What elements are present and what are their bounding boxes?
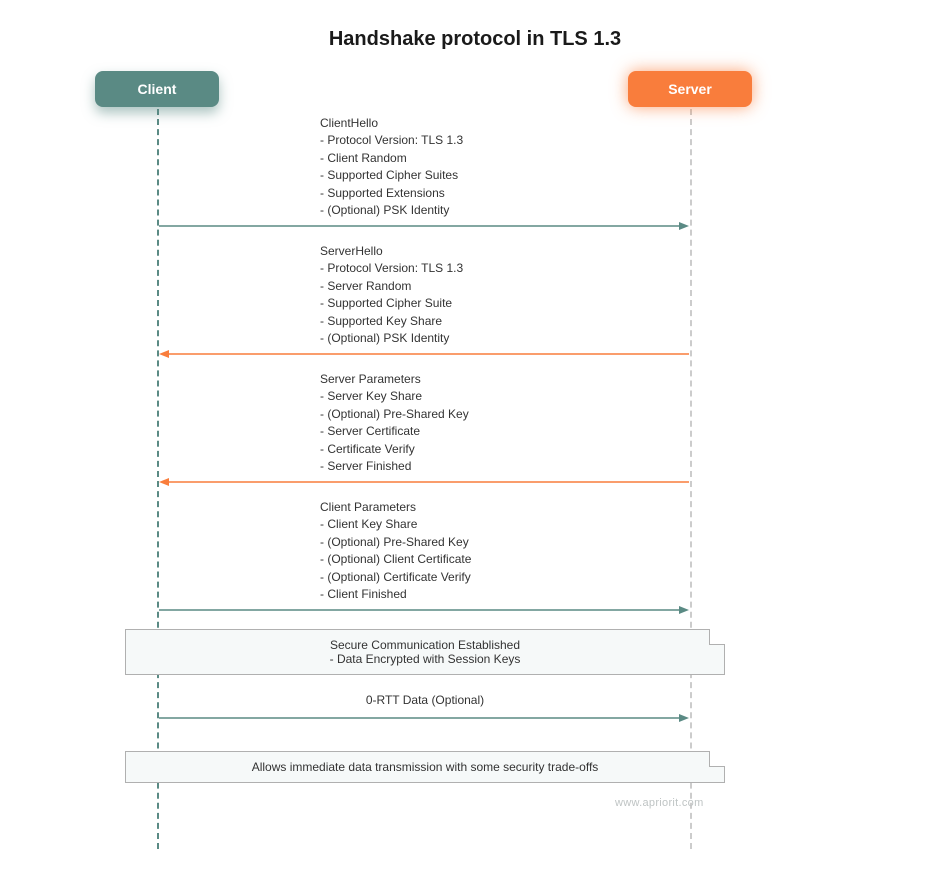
message-item: - Server Random (320, 278, 640, 295)
message-title: ServerHello (320, 243, 640, 260)
note-fold-icon (709, 629, 725, 645)
message-title: ClientHello (320, 115, 640, 132)
message-item: - Protocol Version: TLS 1.3 (320, 260, 640, 277)
actor-client-label: Client (138, 81, 177, 97)
diagram-title: Handshake protocol in TLS 1.3 (0, 28, 950, 51)
message-item: - (Optional) Pre-Shared Key (320, 406, 640, 423)
message-item: - Client Key Share (320, 516, 640, 533)
lifeline-server (690, 109, 692, 849)
message-item: - Server Key Share (320, 388, 640, 405)
note-title: Allows immediate data transmission with … (138, 760, 712, 774)
watermark: www.apriorit.com (615, 797, 704, 809)
message-item: - (Optional) PSK Identity (320, 330, 640, 347)
message-item: - Server Certificate (320, 423, 640, 440)
message-title: Server Parameters (320, 371, 640, 388)
actor-client: Client (95, 71, 219, 107)
message-item: - Server Finished (320, 458, 640, 475)
message-block-0: ClientHello- Protocol Version: TLS 1.3- … (320, 115, 640, 219)
message-item: - (Optional) Pre-Shared Key (320, 534, 640, 551)
message-item: - Certificate Verify (320, 441, 640, 458)
actor-server-label: Server (668, 81, 712, 97)
note-fold-icon (709, 751, 725, 767)
message-item: - Protocol Version: TLS 1.3 (320, 132, 640, 149)
sequence-diagram: Client Server ClientHello- Protocol Vers… (95, 71, 855, 861)
message-title: Client Parameters (320, 499, 640, 516)
message-item: - Client Finished (320, 586, 640, 603)
message-block-3: Client Parameters- Client Key Share- (Op… (320, 499, 640, 603)
message-item: - Client Random (320, 150, 640, 167)
note-title: Secure Communication Established (138, 638, 712, 652)
message-item: - (Optional) Client Certificate (320, 551, 640, 568)
rtt-label: 0-RTT Data (Optional) (95, 693, 755, 707)
message-block-2: Server Parameters- Server Key Share- (Op… (320, 371, 640, 475)
message-item: - Supported Key Share (320, 313, 640, 330)
arrow-server-to-client (159, 477, 689, 487)
note-subtitle: - Data Encrypted with Session Keys (138, 652, 712, 666)
arrow-server-to-client (159, 349, 689, 359)
note-tradeoffs: Allows immediate data transmission with … (125, 751, 725, 783)
diagram-container: Handshake protocol in TLS 1.3 Client Ser… (0, 0, 950, 870)
message-item: - Supported Cipher Suites (320, 167, 640, 184)
arrow-client-to-server (159, 605, 689, 615)
message-item: - Supported Extensions (320, 185, 640, 202)
message-item: - (Optional) PSK Identity (320, 202, 640, 219)
arrow-client-to-server (159, 221, 689, 231)
arrow-rtt (159, 713, 689, 723)
message-item: - Supported Cipher Suite (320, 295, 640, 312)
message-block-1: ServerHello- Protocol Version: TLS 1.3- … (320, 243, 640, 347)
message-item: - (Optional) Certificate Verify (320, 569, 640, 586)
note-secure-comm: Secure Communication Established - Data … (125, 629, 725, 675)
actor-server: Server (628, 71, 752, 107)
